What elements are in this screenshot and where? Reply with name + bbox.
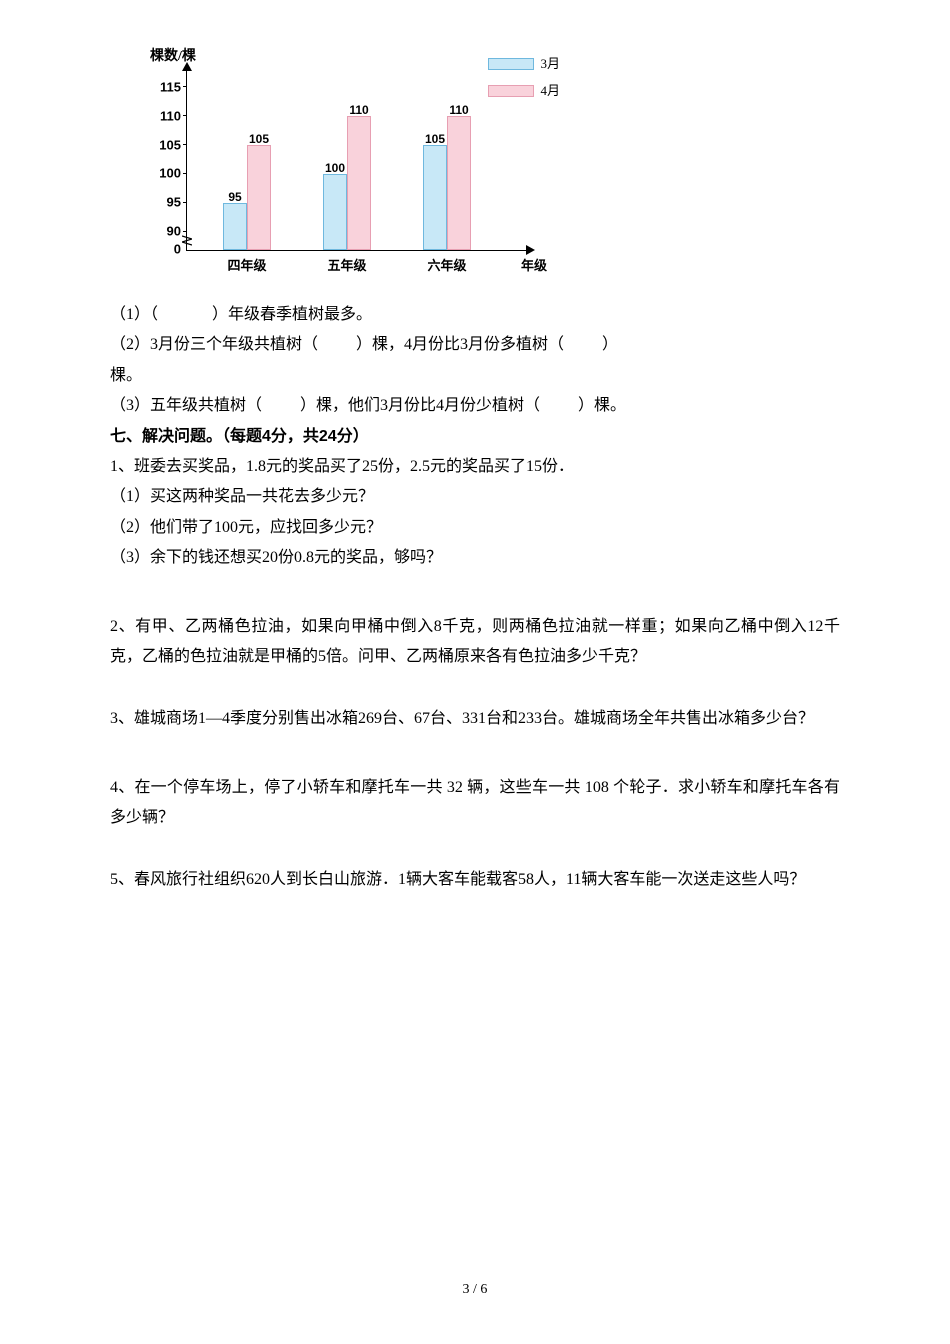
p1-s3: （3）余下的钱还想买20份0.8元的奖品，够吗？ <box>110 543 840 573</box>
spacer <box>110 574 840 612</box>
bar-value-label: 110 <box>449 99 468 122</box>
bar: 105 <box>247 145 271 250</box>
y-tick-label: 115 <box>160 75 187 100</box>
bar: 110 <box>447 116 471 250</box>
axis-break-icon <box>182 235 192 247</box>
legend-swatch <box>488 58 534 70</box>
p3: 3、雄城商场1—4季度分别售出冰箱269台、67台、331台和233台。雄城商场… <box>110 704 840 734</box>
text: ）棵。 <box>578 397 626 414</box>
legend-item: 4月 <box>488 79 560 104</box>
y-tick-label: 95 <box>167 191 187 216</box>
p1-s1: （1）买这两种奖品一共花去多少元？ <box>110 482 840 512</box>
tree-planting-chart: 棵数/棵 年级 0909510010511011595105四年级100110五… <box>130 50 550 290</box>
spacer <box>110 672 840 704</box>
bar-value-label: 100 <box>325 157 345 180</box>
p4: 4、在一个停车场上，停了小轿车和摩托车一共 32 辆，这些车一共 108 个轮子… <box>110 773 840 834</box>
bar: 110 <box>347 116 371 250</box>
bar: 100 <box>323 174 347 250</box>
q6-1: （1）（ ）年级春季植树最多。 <box>110 300 840 330</box>
chart-container: 棵数/棵 年级 0909510010511011595105四年级100110五… <box>110 50 840 290</box>
bar-value-label: 105 <box>425 128 445 151</box>
p2: 2、有甲、乙两桶色拉油，如果向甲桶中倒入8千克，则两桶色拉油就一样重；如果向乙桶… <box>110 612 840 673</box>
legend-label: 4月 <box>540 79 560 104</box>
text: ） <box>602 336 618 353</box>
text: ）棵，他们3月份比4月份少植树（ <box>300 397 540 414</box>
q6-2b: 棵。 <box>110 361 840 391</box>
legend-swatch <box>488 85 534 97</box>
p1-stem: 1、班委去买奖品，1.8元的奖品买了25份，2.5元的奖品买了15份． <box>110 452 840 482</box>
spacer <box>110 735 840 773</box>
page: 棵数/棵 年级 0909510010511011595105四年级100110五… <box>0 0 950 1344</box>
legend-label: 3月 <box>540 52 560 77</box>
text: （1）（ <box>110 306 158 323</box>
spacer <box>110 833 840 865</box>
text: （3）五年级共植树（ <box>110 397 262 414</box>
p5: 5、春风旅行社组织620人到长白山旅游．1辆大客车能载客58人，11辆大客车能一… <box>110 865 840 895</box>
text: ）年级春季植树最多。 <box>212 306 372 323</box>
x-category-label: 四年级 <box>227 250 266 279</box>
x-axis-title: 年级 <box>521 250 547 279</box>
page-number: 3 / 6 <box>0 1277 950 1304</box>
text: 棵。 <box>110 367 142 384</box>
x-category-label: 五年级 <box>327 250 366 279</box>
bar-value-label: 95 <box>228 186 241 209</box>
y-arrow-icon <box>182 62 192 71</box>
section-7-title: 七、解决问题。（每题4分，共24分） <box>110 422 840 452</box>
y-tick-label: 110 <box>160 104 187 129</box>
text: （2）3月份三个年级共植树（ <box>110 336 318 353</box>
legend-item: 3月 <box>488 52 560 77</box>
p1-s2: （2）他们带了100元，应找回多少元？ <box>110 513 840 543</box>
x-category-label: 六年级 <box>427 250 466 279</box>
bar: 95 <box>223 203 247 250</box>
plot-area: 年级 0909510010511011595105四年级100110五年级105… <box>186 70 527 251</box>
y-tick-label: 105 <box>159 133 187 158</box>
q6-3: （3）五年级共植树（ ）棵，他们3月份比4月份少植树（ ）棵。 <box>110 391 840 421</box>
bar-value-label: 105 <box>249 128 269 151</box>
text: ）棵，4月份比3月份多植树（ <box>356 336 564 353</box>
legend: 3月4月 <box>488 52 560 105</box>
q6-2: （2）3月份三个年级共植树（ ）棵，4月份比3月份多植树（ ） <box>110 330 840 360</box>
bar-value-label: 110 <box>349 99 368 122</box>
bar: 105 <box>423 145 447 250</box>
y-tick-label: 100 <box>159 162 187 187</box>
